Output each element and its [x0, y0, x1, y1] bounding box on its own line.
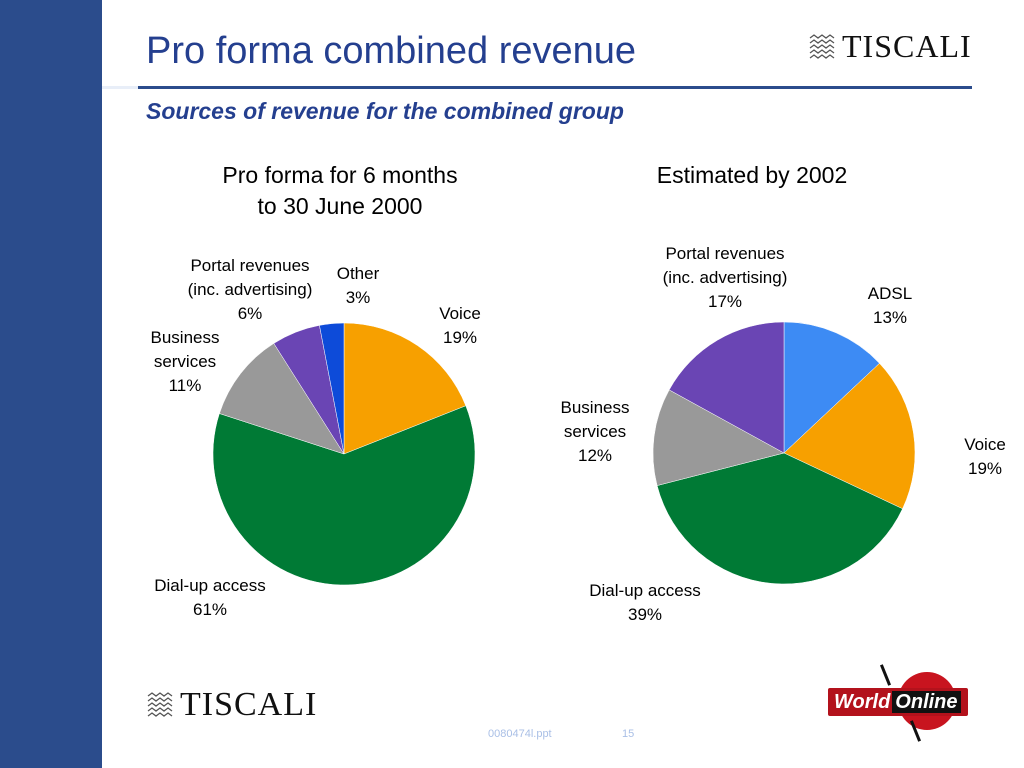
- pie-slice-adsl: [783, 321, 880, 454]
- footer-filename: 0080474l.ppt: [488, 728, 552, 740]
- pie-label: Voice 19%: [930, 433, 1024, 481]
- tiscali-logo-text: TISCALI: [180, 686, 318, 723]
- tiscali-wave-icon: [147, 692, 173, 717]
- pie-slice-dial-up-access: [656, 452, 903, 585]
- pie-label: Dial-up access 39%: [560, 579, 730, 627]
- pie-label-name: Voice: [439, 304, 481, 323]
- tiscali-logo-top: TISCALI: [808, 28, 972, 65]
- left-sidebar-band: [0, 0, 102, 768]
- world-online-logo: World Online: [826, 664, 974, 742]
- pie-label-name: Portal revenues (inc. advertising): [187, 256, 313, 299]
- slide-title: Pro forma combined revenue: [146, 30, 637, 72]
- world-online-text-a: World: [834, 691, 891, 713]
- pie-label-value: 61%: [192, 600, 228, 619]
- pie-slice-portal-revenues-inc-advertising: [668, 321, 785, 454]
- tiscali-wave-icon: [809, 33, 835, 59]
- pie-label-value: 17%: [707, 292, 743, 311]
- tiscali-logo-text: TISCALI: [842, 28, 972, 64]
- slide-subtitle: Sources of revenue for the combined grou…: [146, 98, 624, 124]
- pie-label-name: Dial-up access: [154, 576, 266, 595]
- chart1-title: Pro forma for 6 months to 30 June 2000: [222, 162, 458, 219]
- pie-label-value: 19%: [442, 328, 478, 347]
- pie-label-value: 13%: [872, 308, 908, 327]
- pie-label-value: 11%: [168, 376, 202, 395]
- pie-label-name: Voice: [964, 435, 1006, 454]
- world-online-text-b: Online: [892, 691, 961, 713]
- pie-label-value: 39%: [627, 605, 663, 624]
- pie-label: Portal revenues (inc. advertising) 6%: [160, 254, 340, 326]
- pie-slice-dial-up-access: [212, 405, 476, 586]
- pie-label-name: ADSL: [867, 284, 913, 303]
- pie-slice-other: [319, 322, 345, 455]
- pie-label: Dial-up access 61%: [130, 574, 290, 622]
- pie-label-name: Business services: [560, 398, 630, 441]
- pie-label-value: 12%: [577, 446, 613, 465]
- pie-label: ADSL 13%: [840, 282, 940, 330]
- pie-label-name: Portal revenues (inc. advertising): [662, 244, 788, 287]
- pie-label: Portal revenues (inc. advertising) 17%: [630, 242, 820, 314]
- pie-label-value: 19%: [967, 459, 1003, 478]
- pie-label: Business services 12%: [530, 396, 660, 468]
- pie-label-name: Other: [336, 264, 380, 283]
- footer-page-number: 15: [622, 728, 635, 740]
- tiscali-logo-bottom: TISCALI: [146, 686, 317, 724]
- pie-label-name: Dial-up access: [589, 581, 701, 600]
- title-rule: [36, 86, 972, 89]
- pie-slice-business-services: [219, 343, 345, 455]
- pie-slice-voice: [783, 362, 916, 510]
- pie-label-value: 6%: [237, 304, 263, 323]
- pie-label: Other 3%: [318, 262, 398, 310]
- pie-label: Voice 19%: [395, 302, 525, 350]
- pie-slice-business-services: [652, 389, 785, 486]
- pie-label-value: 3%: [345, 288, 371, 307]
- pie-label: Business services 11%: [120, 326, 250, 398]
- pie-label-name: Business services: [150, 328, 220, 371]
- pie-slice-voice: [343, 322, 467, 455]
- chart2-title: Estimated by 2002: [656, 162, 848, 188]
